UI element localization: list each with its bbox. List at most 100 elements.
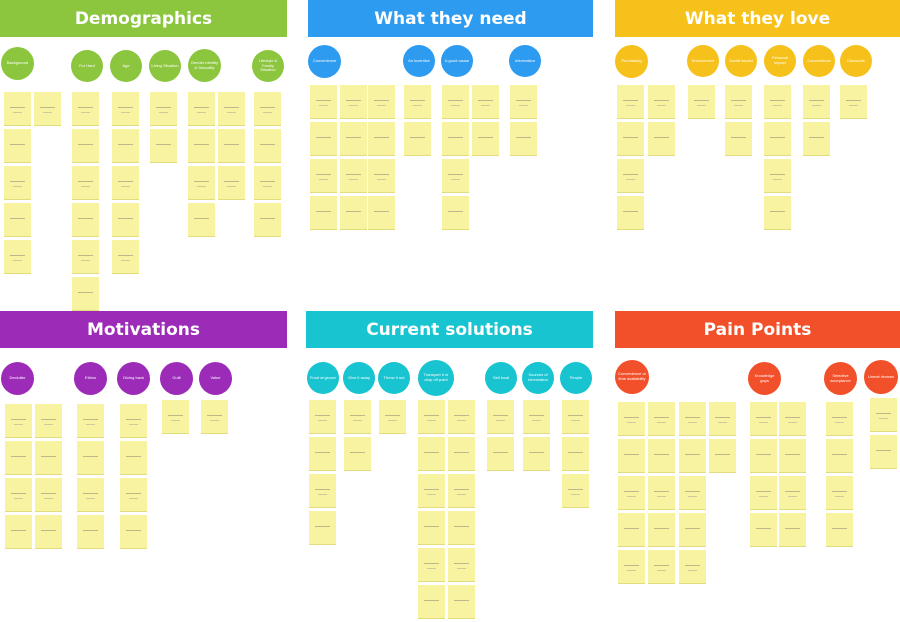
sticky-note[interactable] [4,92,31,126]
sticky-note[interactable] [188,129,215,163]
sticky-note[interactable] [254,203,281,237]
cluster-circle[interactable]: Social impact [725,45,757,77]
sticky-note[interactable] [779,513,806,547]
sticky-note[interactable] [5,404,32,438]
cluster-circle[interactable]: Ethics [74,362,107,395]
sticky-note[interactable] [254,92,281,126]
cluster-circle[interactable]: Convenience or time availability [615,360,649,394]
sticky-note[interactable] [4,166,31,200]
cluster-circle[interactable]: Give it away [343,362,375,394]
sticky-note[interactable] [72,277,99,311]
cluster-circle[interactable]: Value [199,362,232,395]
sticky-note[interactable] [510,122,537,156]
sticky-note[interactable] [418,585,445,619]
sticky-note[interactable] [404,122,431,156]
sticky-note[interactable] [5,441,32,475]
sticky-note[interactable] [77,404,104,438]
sticky-note[interactable] [679,513,706,547]
sticky-note[interactable] [120,478,147,512]
sticky-note[interactable] [448,437,475,471]
cluster-circle[interactable]: Transport it or drop off point [418,360,454,396]
sticky-note[interactable] [442,159,469,193]
sticky-note[interactable] [120,441,147,475]
sticky-note[interactable] [709,439,736,473]
cluster-circle[interactable]: Knowledge gaps [748,362,781,395]
sticky-note[interactable] [4,203,31,237]
sticky-note[interactable] [750,439,777,473]
cluster-circle[interactable]: Declutter [1,362,34,395]
sticky-note[interactable] [826,476,853,510]
sticky-note[interactable] [418,511,445,545]
sticky-note[interactable] [448,511,475,545]
sticky-note[interactable] [750,402,777,436]
sticky-note[interactable] [679,439,706,473]
sticky-note[interactable] [826,402,853,436]
sticky-note[interactable] [35,404,62,438]
sticky-note[interactable] [4,129,31,163]
sticky-note[interactable] [368,122,395,156]
sticky-note[interactable] [870,398,897,432]
sticky-note[interactable] [803,122,830,156]
sticky-note[interactable] [310,85,337,119]
sticky-note[interactable] [309,511,336,545]
sticky-note[interactable] [448,400,475,434]
cluster-circle[interactable]: Background [1,47,34,80]
sticky-note[interactable] [618,402,645,436]
sticky-note[interactable] [72,129,99,163]
sticky-note[interactable] [150,129,177,163]
sticky-note[interactable] [72,240,99,274]
sticky-note[interactable] [472,122,499,156]
sticky-note[interactable] [750,513,777,547]
sticky-note[interactable] [617,122,644,156]
cluster-circle[interactable]: Information [509,45,541,77]
sticky-note[interactable] [442,196,469,230]
sticky-note[interactable] [379,400,406,434]
sticky-note[interactable] [840,85,867,119]
cluster-circle[interactable]: Lifestyle & Family Situation [252,50,284,82]
sticky-note[interactable] [688,85,715,119]
cluster-circle[interactable]: Discounts [840,45,872,77]
sticky-note[interactable] [418,437,445,471]
cluster-circle[interactable]: Guilt [160,362,193,395]
sticky-note[interactable] [764,159,791,193]
sticky-note[interactable] [779,476,806,510]
sticky-note[interactable] [310,122,337,156]
sticky-note[interactable] [618,439,645,473]
sticky-note[interactable] [309,474,336,508]
sticky-note[interactable] [218,166,245,200]
sticky-note[interactable] [418,400,445,434]
cluster-circle[interactable]: People [560,362,592,394]
sticky-note[interactable] [617,196,644,230]
sticky-note[interactable] [523,437,550,471]
sticky-note[interactable] [310,196,337,230]
sticky-note[interactable] [340,159,367,193]
sticky-note[interactable] [764,122,791,156]
sticky-note[interactable] [35,441,62,475]
sticky-note[interactable] [112,129,139,163]
sticky-note[interactable] [709,402,736,436]
sticky-note[interactable] [826,439,853,473]
sticky-note[interactable] [35,478,62,512]
sticky-note[interactable] [120,404,147,438]
sticky-note[interactable] [218,129,245,163]
sticky-note[interactable] [201,400,228,434]
sticky-note[interactable] [340,122,367,156]
sticky-note[interactable] [562,400,589,434]
cluster-circle[interactable]: Gender Identity & Sexuality [188,49,221,82]
cluster-circle[interactable]: Age [110,50,142,82]
cluster-circle[interactable]: A good cause [441,45,473,77]
sticky-note[interactable] [679,476,706,510]
sticky-note[interactable] [648,476,675,510]
sticky-note[interactable] [779,439,806,473]
cluster-circle[interactable]: Unmet dreams [864,360,898,394]
sticky-note[interactable] [617,159,644,193]
sticky-note[interactable] [368,85,395,119]
sticky-note[interactable] [418,548,445,582]
sticky-note[interactable] [188,203,215,237]
sticky-note[interactable] [617,85,644,119]
cluster-circle[interactable]: Personal impact [764,45,796,77]
sticky-note[interactable] [340,196,367,230]
sticky-note[interactable] [725,85,752,119]
sticky-note[interactable] [34,92,61,126]
sticky-note[interactable] [340,85,367,119]
